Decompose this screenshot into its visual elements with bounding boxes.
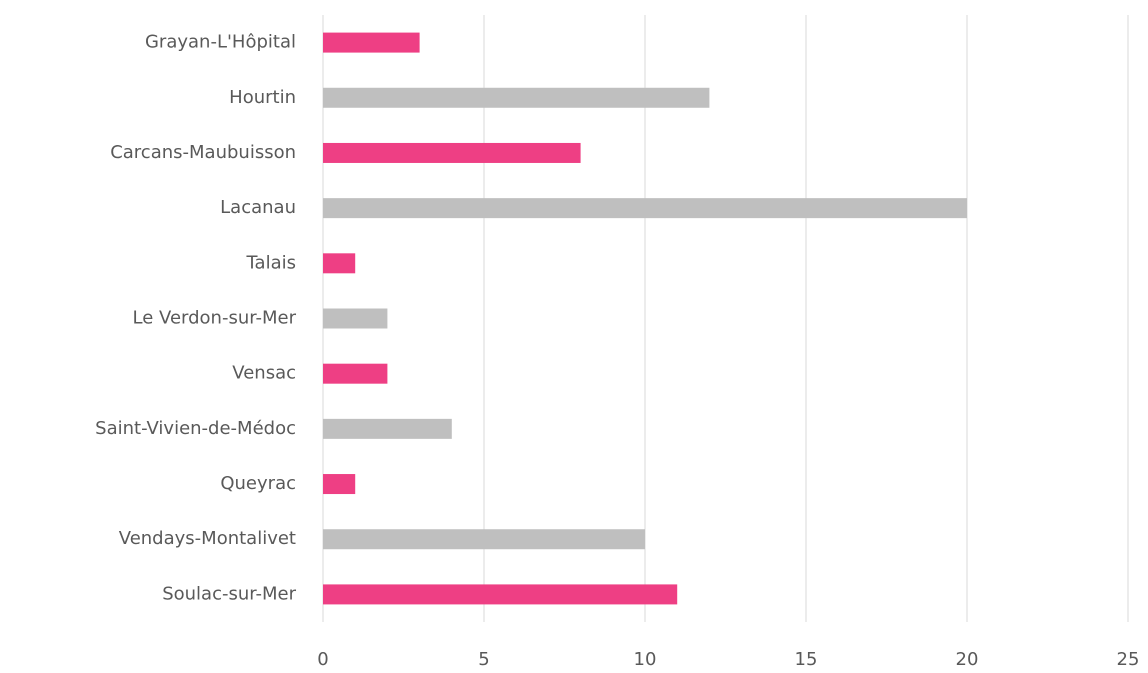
x-tick-label: 20 bbox=[956, 649, 979, 670]
bar bbox=[323, 308, 388, 329]
bar bbox=[323, 87, 710, 108]
y-tick-label: Vendays-Montalivet bbox=[119, 528, 296, 549]
y-tick-label: Soulac-sur-Mer bbox=[162, 583, 296, 604]
x-tick-label: 10 bbox=[634, 649, 657, 670]
y-tick-label: Carcans-Maubuisson bbox=[110, 142, 296, 163]
bar bbox=[323, 253, 356, 274]
bar bbox=[323, 363, 388, 384]
bar bbox=[323, 529, 645, 550]
bar bbox=[323, 32, 420, 53]
y-tick-label: Hourtin bbox=[229, 87, 296, 108]
bar bbox=[323, 584, 678, 605]
bar bbox=[323, 142, 581, 163]
bar bbox=[323, 418, 452, 439]
y-tick-label: Lacanau bbox=[220, 197, 296, 218]
y-tick-label: Grayan-L'Hôpital bbox=[145, 32, 296, 53]
y-tick-label: Talais bbox=[246, 252, 296, 273]
y-tick-label: Queyrac bbox=[220, 473, 296, 494]
x-tick-label: 25 bbox=[1117, 649, 1140, 670]
y-tick-label: Vensac bbox=[232, 363, 296, 384]
y-tick-label: Le Verdon-sur-Mer bbox=[133, 308, 297, 329]
x-tick-label: 5 bbox=[478, 649, 489, 670]
x-tick-label: 0 bbox=[317, 649, 328, 670]
y-tick-label: Saint-Vivien-de-Médoc bbox=[95, 418, 296, 439]
x-tick-label: 15 bbox=[795, 649, 818, 670]
bar bbox=[323, 474, 356, 495]
bar bbox=[323, 198, 967, 219]
